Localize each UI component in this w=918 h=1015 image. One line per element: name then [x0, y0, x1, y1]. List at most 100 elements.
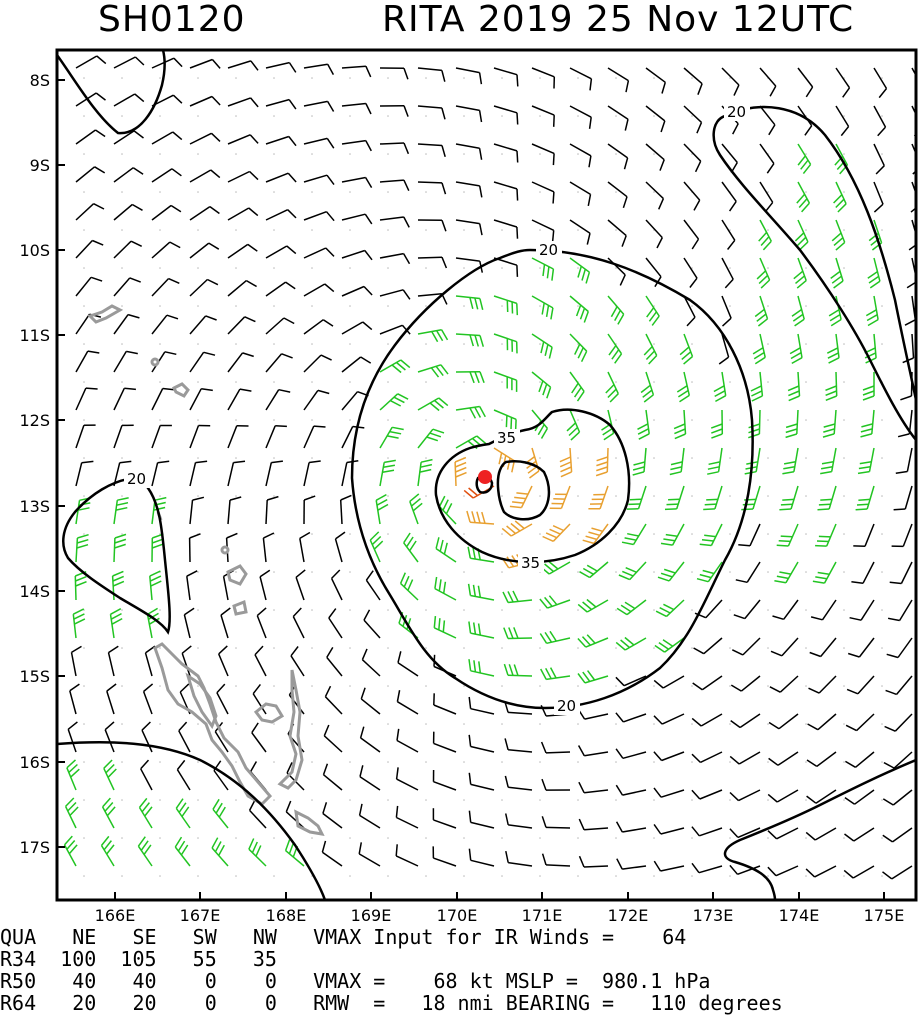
- grid-dot: [539, 723, 541, 725]
- grid-dot: [273, 875, 275, 877]
- grid-dot: [653, 571, 655, 573]
- barb-stroke: [590, 562, 608, 578]
- barb-stroke: [512, 502, 524, 503]
- barb-stroke: [142, 722, 150, 730]
- barb-stroke: [694, 200, 700, 210]
- barb-stroke: [608, 106, 628, 119]
- barb-stroke: [670, 467, 681, 470]
- barb-stroke: [701, 714, 722, 726]
- barb-stroke: [342, 287, 364, 297]
- barb-stroke: [152, 132, 173, 144]
- grid-dot: [539, 647, 541, 649]
- barb-stroke: [732, 650, 743, 655]
- barb-stroke: [293, 617, 304, 639]
- grid-dot: [197, 305, 199, 307]
- grid-dot: [273, 571, 275, 573]
- barb-stroke: [517, 151, 518, 163]
- grid-dot: [843, 571, 845, 573]
- barb-stroke: [730, 201, 737, 211]
- barb-stroke: [826, 391, 837, 395]
- barb-stroke: [586, 638, 608, 647]
- barb-stroke: [622, 571, 633, 576]
- barb-stroke: [204, 352, 215, 355]
- grid-dot: [425, 685, 427, 687]
- barb-stroke: [325, 697, 342, 714]
- barb-stroke: [646, 258, 661, 277]
- barb-stroke: [711, 434, 722, 438]
- barb-stroke: [722, 220, 735, 240]
- barb-stroke: [342, 178, 366, 183]
- barb-stroke: [608, 334, 622, 354]
- barb-stroke: [654, 680, 663, 688]
- barb-stroke: [646, 182, 663, 199]
- barb-stroke: [664, 569, 675, 573]
- grid-dot: [197, 229, 199, 231]
- barb-stroke: [510, 506, 522, 507]
- barb-stroke: [547, 387, 551, 398]
- grid-dot: [805, 381, 807, 383]
- island-coast: [228, 566, 246, 584]
- barb-stroke: [366, 141, 372, 151]
- barb-stroke: [342, 392, 358, 410]
- barb-stroke: [396, 818, 418, 829]
- barb-stroke: [286, 801, 290, 812]
- grid-dot: [691, 343, 693, 345]
- grid-dot: [501, 495, 503, 497]
- grid-dot: [387, 837, 389, 839]
- grid-dot: [501, 419, 503, 421]
- barb-stroke: [144, 692, 152, 715]
- barb-stroke: [541, 342, 544, 353]
- barb-stroke: [582, 351, 587, 362]
- barb-stroke: [257, 616, 266, 638]
- barb-stroke: [190, 463, 196, 486]
- barb-stroke: [832, 276, 841, 283]
- barb-stroke: [687, 317, 695, 326]
- grid-dot: [425, 191, 427, 193]
- grid-dot: [843, 267, 845, 269]
- barb-stroke: [810, 653, 821, 657]
- grid-dot: [273, 419, 275, 421]
- grid-dot: [235, 153, 237, 155]
- barb-stroke: [711, 524, 722, 546]
- grid-dot: [539, 495, 541, 497]
- grid-dot: [805, 305, 807, 307]
- grid-dot: [501, 761, 503, 763]
- barb-stroke: [509, 664, 513, 675]
- grid-dot: [159, 267, 161, 269]
- barb-stroke: [572, 383, 579, 393]
- grid-dot: [387, 191, 389, 193]
- grid-dot: [311, 191, 313, 193]
- barb-stroke: [823, 434, 834, 437]
- barb-stroke: [874, 204, 883, 212]
- barb-stroke: [861, 434, 872, 437]
- barb-stroke: [471, 671, 494, 676]
- barb-stroke: [397, 767, 399, 779]
- grid-dot: [235, 419, 237, 421]
- barb-stroke: [633, 472, 644, 475]
- grid-dot: [121, 495, 123, 497]
- isotach-inner: [498, 461, 549, 519]
- barb-stroke: [427, 437, 438, 441]
- grid-dot: [235, 191, 237, 193]
- barb-stroke: [494, 448, 514, 461]
- barb-stroke: [868, 272, 878, 279]
- barb-stroke: [893, 828, 913, 842]
- barb-stroke: [441, 365, 448, 374]
- grid-dot: [349, 723, 351, 725]
- grid-dot: [577, 153, 579, 155]
- grid-dot: [653, 799, 655, 801]
- grid-dot: [577, 609, 579, 611]
- barb-stroke: [667, 504, 679, 505]
- grid-dot: [349, 533, 351, 535]
- grid-dot: [349, 419, 351, 421]
- barb-stroke: [608, 296, 624, 314]
- barb-stroke: [131, 241, 142, 246]
- barb-stroke: [359, 842, 361, 854]
- barb-stroke: [134, 131, 143, 138]
- grid-dot: [805, 191, 807, 193]
- barb-stroke: [883, 799, 893, 805]
- barb-stroke: [662, 714, 684, 724]
- barb-stroke: [621, 605, 631, 611]
- grid-dot: [615, 381, 617, 383]
- barb-stroke: [342, 66, 366, 68]
